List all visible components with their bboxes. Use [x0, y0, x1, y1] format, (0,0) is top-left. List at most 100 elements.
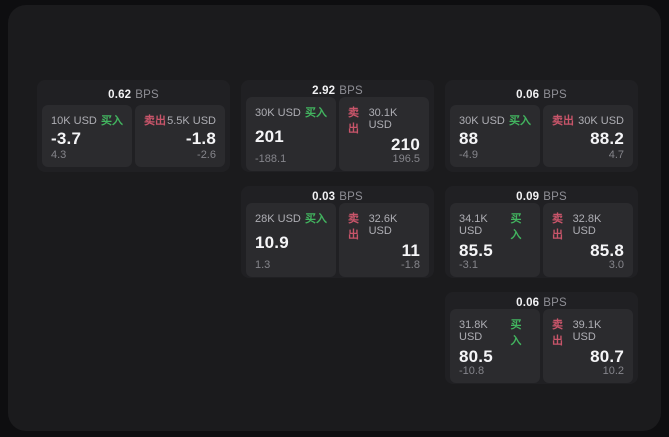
bps-value: 0.03: [312, 191, 336, 203]
sell-quote-tile[interactable]: 卖出 39.1K USD 80.7 10.2: [543, 309, 633, 383]
bps-header: 0.06 BPS: [450, 85, 633, 105]
sell-size: 5.5K USD: [167, 115, 216, 127]
buy-side-label: 买入: [101, 115, 123, 127]
quote-card: 0.06 BPS 31.8K USD 买入 80.5 -10.8 卖出 39.1…: [445, 292, 638, 384]
sell-quote-tile[interactable]: 卖出 32.8K USD 85.8 3.0: [543, 203, 633, 277]
sell-tile-header: 卖出 32.8K USD: [552, 210, 624, 242]
buy-price: 201: [255, 127, 284, 146]
buy-side-label: 买入: [305, 107, 327, 119]
buy-size: 10K USD: [51, 115, 97, 127]
sell-price: -1.8: [185, 129, 216, 148]
quote-card: 2.92 BPS 30K USD 买入 201 -188.1 卖出 30.1K …: [241, 80, 434, 172]
buy-size: 28K USD: [255, 213, 301, 225]
sell-size: 30.1K USD: [368, 107, 398, 131]
buy-side-label: 买入: [305, 213, 327, 225]
sell-tile-header: 卖出 30.1K USD: [348, 104, 420, 136]
buy-sub-value: -188.1: [255, 153, 287, 165]
buy-sub-value: 1.3: [255, 259, 271, 271]
buy-price: 85.5: [459, 241, 493, 260]
sell-size: 32.8K USD: [572, 213, 602, 237]
sell-price: 210: [391, 135, 420, 154]
buy-quote-tile[interactable]: 10K USD 买入 -3.7 4.3: [42, 105, 132, 167]
sell-side-label: 卖出: [348, 107, 359, 135]
buy-tile-header: 30K USD 买入: [459, 112, 531, 128]
buy-tile-header: 28K USD 买入: [255, 210, 327, 226]
bps-value: 0.62: [108, 89, 132, 101]
bps-header: 0.06 BPS: [450, 297, 633, 309]
buy-quote-tile[interactable]: 31.8K USD 买入 80.5 -10.8: [450, 309, 540, 383]
sell-quote-tile[interactable]: 卖出 30.1K USD 210 196.5: [339, 97, 429, 171]
sell-size: 32.6K USD: [368, 213, 398, 237]
sell-tile-header: 卖出 5.5K USD: [144, 112, 216, 128]
buy-size: 30K USD: [459, 115, 505, 127]
buy-quote-tile[interactable]: 34.1K USD 买入 85.5 -3.1: [450, 203, 540, 277]
sell-sub-value: 3.0: [608, 259, 624, 271]
bps-header: 0.09 BPS: [450, 191, 633, 203]
bps-header: 0.03 BPS: [246, 191, 429, 203]
buy-side-label: 买入: [510, 319, 522, 347]
sell-sub-value: -2.6: [197, 149, 216, 161]
sell-sub-value: -1.8: [401, 259, 420, 271]
buy-quote-tile[interactable]: 28K USD 买入 10.9 1.3: [246, 203, 336, 277]
bps-value: 0.06: [516, 297, 540, 309]
quote-card: 0.09 BPS 34.1K USD 买入 85.5 -3.1 卖出 32.8K…: [445, 186, 638, 278]
sell-side-label: 卖出: [552, 213, 563, 241]
sell-sub-value: 196.5: [392, 153, 420, 165]
buy-sub-value: -10.8: [459, 365, 485, 377]
quote-panes: 28K USD 买入 10.9 1.3 卖出 32.6K USD 11 -1.8: [246, 203, 429, 277]
quote-card: 0.06 BPS 30K USD 买入 88 -4.9 卖出 30K USD 8…: [445, 80, 638, 172]
sell-quote-tile[interactable]: 卖出 30K USD 88.2 4.7: [543, 105, 633, 167]
buy-price: 80.5: [459, 347, 493, 366]
buy-price: 88: [459, 129, 479, 148]
buy-size: 30K USD: [255, 107, 301, 119]
sell-side-label: 卖出: [144, 115, 166, 127]
sell-side-label: 卖出: [552, 115, 574, 127]
bps-unit-label: BPS: [339, 85, 363, 97]
buy-sub-value: 4.3: [51, 149, 67, 161]
buy-tile-header: 31.8K USD 买入: [459, 316, 531, 348]
sell-side-label: 卖出: [348, 213, 359, 241]
buy-side-label: 买入: [510, 213, 522, 241]
quote-panes: 34.1K USD 买入 85.5 -3.1 卖出 32.8K USD 85.8…: [450, 203, 633, 277]
buy-side-label: 买入: [509, 115, 531, 127]
cards-grid: 0.62 BPS 10K USD 买入 -3.7 4.3 卖出 5.5K USD…: [37, 80, 638, 384]
sell-size: 30K USD: [578, 115, 624, 127]
sell-price: 85.8: [590, 241, 624, 260]
sell-sub-value: 10.2: [602, 365, 624, 377]
sell-price: 88.2: [590, 129, 624, 148]
sell-quote-tile[interactable]: 卖出 5.5K USD -1.8 -2.6: [135, 105, 225, 167]
buy-tile-header: 10K USD 买入: [51, 112, 123, 128]
bps-unit-label: BPS: [339, 191, 363, 203]
bps-unit-label: BPS: [135, 89, 159, 101]
buy-quote-tile[interactable]: 30K USD 买入 88 -4.9: [450, 105, 540, 167]
bps-header: 0.62 BPS: [42, 85, 225, 105]
quote-panes: 31.8K USD 买入 80.5 -10.8 卖出 39.1K USD 80.…: [450, 309, 633, 383]
buy-sub-value: -4.9: [459, 149, 478, 161]
bps-unit-label: BPS: [543, 89, 567, 101]
buy-tile-header: 34.1K USD 买入: [459, 210, 531, 242]
quote-panes: 30K USD 买入 201 -188.1 卖出 30.1K USD 210 1…: [246, 97, 429, 171]
buy-tile-header: 30K USD 买入: [255, 104, 327, 120]
buy-size: 34.1K USD: [459, 213, 488, 237]
sell-quote-tile[interactable]: 卖出 32.6K USD 11 -1.8: [339, 203, 429, 277]
sell-tile-header: 卖出 39.1K USD: [552, 316, 624, 348]
buy-price: 10.9: [255, 233, 289, 252]
quote-panes: 30K USD 买入 88 -4.9 卖出 30K USD 88.2 4.7: [450, 105, 633, 167]
sell-tile-header: 卖出 30K USD: [552, 112, 624, 128]
sell-tile-header: 卖出 32.6K USD: [348, 210, 420, 242]
bps-unit-label: BPS: [543, 191, 567, 203]
app-panel: 0.62 BPS 10K USD 买入 -3.7 4.3 卖出 5.5K USD…: [8, 5, 661, 431]
bps-header: 2.92 BPS: [246, 85, 429, 97]
quote-card: 0.03 BPS 28K USD 买入 10.9 1.3 卖出 32.6K US…: [241, 186, 434, 278]
quote-panes: 10K USD 买入 -3.7 4.3 卖出 5.5K USD -1.8 -2.…: [42, 105, 225, 167]
bps-value: 2.92: [312, 85, 336, 97]
bps-unit-label: BPS: [543, 297, 567, 309]
buy-quote-tile[interactable]: 30K USD 买入 201 -188.1: [246, 97, 336, 171]
sell-sub-value: 4.7: [608, 149, 624, 161]
bps-value: 0.06: [516, 89, 540, 101]
sell-price: 11: [401, 241, 420, 260]
bps-value: 0.09: [516, 191, 540, 203]
quote-card: 0.62 BPS 10K USD 买入 -3.7 4.3 卖出 5.5K USD…: [37, 80, 230, 172]
buy-size: 31.8K USD: [459, 319, 488, 343]
sell-size: 39.1K USD: [572, 319, 602, 343]
